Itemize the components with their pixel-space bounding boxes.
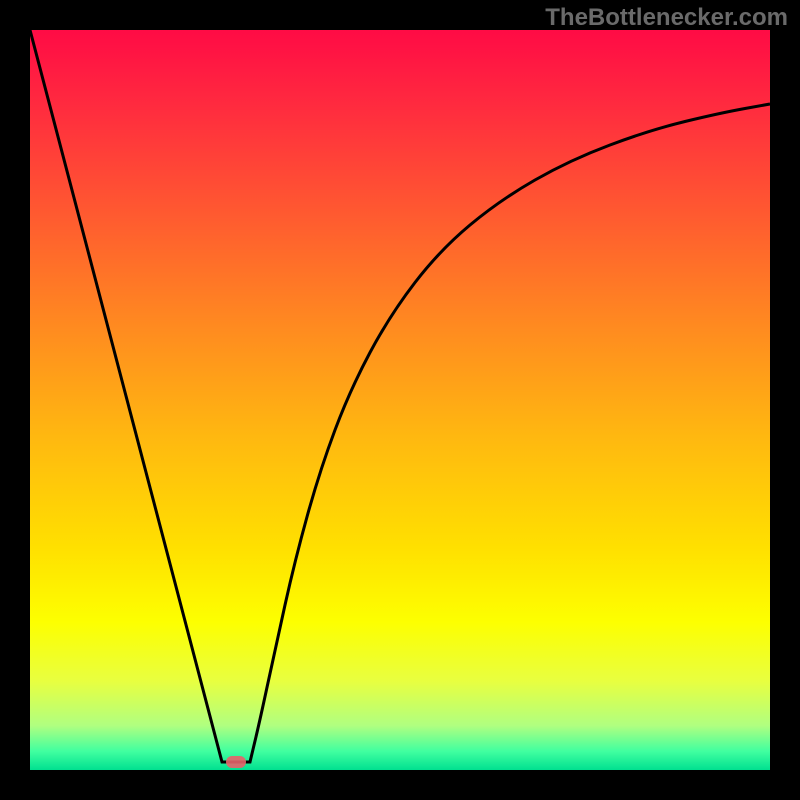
chart-svg	[0, 0, 800, 800]
bottleneck-chart: TheBottlenecker.com	[0, 0, 800, 800]
optimal-marker	[226, 756, 246, 768]
plot-background	[30, 30, 770, 770]
watermark-text: TheBottlenecker.com	[545, 4, 788, 32]
